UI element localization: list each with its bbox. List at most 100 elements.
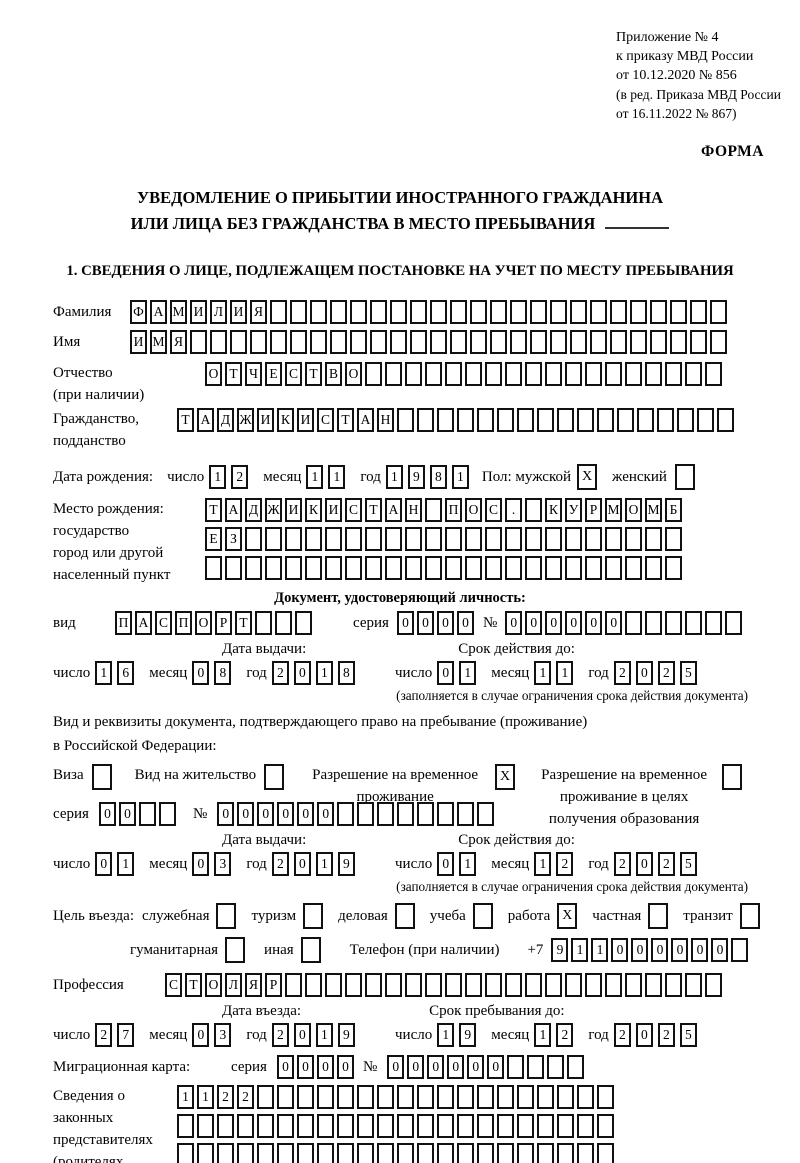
char-cell[interactable]: [690, 330, 707, 354]
char-cell[interactable]: [505, 362, 522, 386]
char-cell[interactable]: [665, 362, 682, 386]
char-cell[interactable]: [685, 973, 702, 997]
char-cell[interactable]: И: [130, 330, 147, 354]
char-cell[interactable]: Р: [585, 498, 602, 522]
char-cell[interactable]: [525, 527, 542, 551]
char-cell[interactable]: [585, 973, 602, 997]
char-cell[interactable]: Т: [225, 362, 242, 386]
char-cell[interactable]: [290, 300, 307, 324]
char-cell[interactable]: Ф: [130, 300, 147, 324]
char-cell[interactable]: [565, 362, 582, 386]
char-cell[interactable]: [205, 556, 222, 580]
char-cell[interactable]: [370, 300, 387, 324]
char-cell[interactable]: [325, 527, 342, 551]
char-cell[interactable]: [370, 330, 387, 354]
char-cell[interactable]: [565, 527, 582, 551]
char-cell[interactable]: 0: [611, 938, 629, 962]
char-cell[interactable]: 0: [505, 611, 523, 635]
char-cell[interactable]: [485, 556, 502, 580]
char-cell[interactable]: [577, 1085, 594, 1109]
char-cell[interactable]: 2: [657, 661, 675, 685]
char-cell[interactable]: [285, 556, 302, 580]
char-cell[interactable]: [545, 362, 562, 386]
char-cell[interactable]: [577, 1114, 594, 1138]
char-cell[interactable]: [217, 1114, 234, 1138]
char-cell[interactable]: [390, 330, 407, 354]
char-cell[interactable]: [570, 330, 587, 354]
char-cell[interactable]: Я: [245, 973, 262, 997]
char-cell[interactable]: А: [225, 498, 242, 522]
char-cell[interactable]: [537, 1114, 554, 1138]
char-cell[interactable]: 0: [336, 1055, 354, 1079]
char-cell[interactable]: [257, 1085, 274, 1109]
char-cell[interactable]: 0: [396, 611, 414, 635]
char-cell[interactable]: Л: [210, 300, 227, 324]
char-cell[interactable]: 9: [337, 852, 355, 876]
char-cell[interactable]: [597, 1114, 614, 1138]
char-cell[interactable]: [255, 611, 272, 635]
char-cell[interactable]: [450, 330, 467, 354]
char-cell[interactable]: У: [565, 498, 582, 522]
char-cell[interactable]: [365, 973, 382, 997]
char-cell[interactable]: [357, 1114, 374, 1138]
char-cell[interactable]: 0: [192, 852, 210, 876]
char-cell[interactable]: Н: [405, 498, 422, 522]
char-cell[interactable]: 0: [407, 1055, 425, 1079]
char-cell[interactable]: [465, 973, 482, 997]
char-cell[interactable]: М: [645, 498, 662, 522]
char-cell[interactable]: 2: [271, 1023, 289, 1047]
char-cell[interactable]: [717, 408, 734, 432]
char-cell[interactable]: [525, 973, 542, 997]
char-cell[interactable]: [410, 300, 427, 324]
char-cell[interactable]: 2: [657, 852, 675, 876]
char-cell[interactable]: [357, 802, 375, 826]
char-cell[interactable]: [477, 408, 494, 432]
char-cell[interactable]: [197, 1143, 214, 1163]
char-cell[interactable]: Д: [245, 498, 262, 522]
char-cell[interactable]: 0: [585, 611, 603, 635]
char-cell[interactable]: [550, 330, 567, 354]
char-cell[interactable]: И: [325, 498, 342, 522]
char-cell[interactable]: [158, 802, 176, 826]
char-cell[interactable]: [237, 1143, 254, 1163]
char-cell[interactable]: 2: [271, 852, 289, 876]
char-cell[interactable]: [670, 330, 687, 354]
char-cell[interactable]: [547, 1055, 565, 1079]
char-cell[interactable]: 0: [437, 661, 455, 685]
char-cell[interactable]: 0: [277, 802, 295, 826]
char-cell[interactable]: [275, 611, 292, 635]
char-cell[interactable]: 0: [447, 1055, 465, 1079]
char-cell[interactable]: 1: [459, 661, 477, 685]
representatives-cells-row2[interactable]: [177, 1114, 617, 1138]
char-cell[interactable]: А: [197, 408, 214, 432]
char-cell[interactable]: [557, 408, 574, 432]
char-cell[interactable]: [517, 1143, 534, 1163]
char-cell[interactable]: [470, 330, 487, 354]
char-cell[interactable]: Т: [205, 498, 222, 522]
char-cell[interactable]: [477, 1114, 494, 1138]
char-cell[interactable]: [305, 527, 322, 551]
sex-male-checkbox[interactable]: X: [577, 464, 598, 490]
char-cell[interactable]: [397, 1085, 414, 1109]
char-cell[interactable]: [405, 362, 422, 386]
char-cell[interactable]: [197, 1114, 214, 1138]
visa-checkbox[interactable]: [91, 764, 112, 790]
char-cell[interactable]: [270, 330, 287, 354]
char-cell[interactable]: [705, 611, 723, 635]
char-cell[interactable]: [377, 802, 395, 826]
char-cell[interactable]: [437, 1085, 454, 1109]
char-cell[interactable]: О: [205, 973, 222, 997]
char-cell[interactable]: [605, 973, 622, 997]
char-cell[interactable]: [517, 1114, 534, 1138]
char-cell[interactable]: 1: [534, 1023, 552, 1047]
char-cell[interactable]: [317, 1114, 334, 1138]
char-cell[interactable]: [385, 556, 402, 580]
